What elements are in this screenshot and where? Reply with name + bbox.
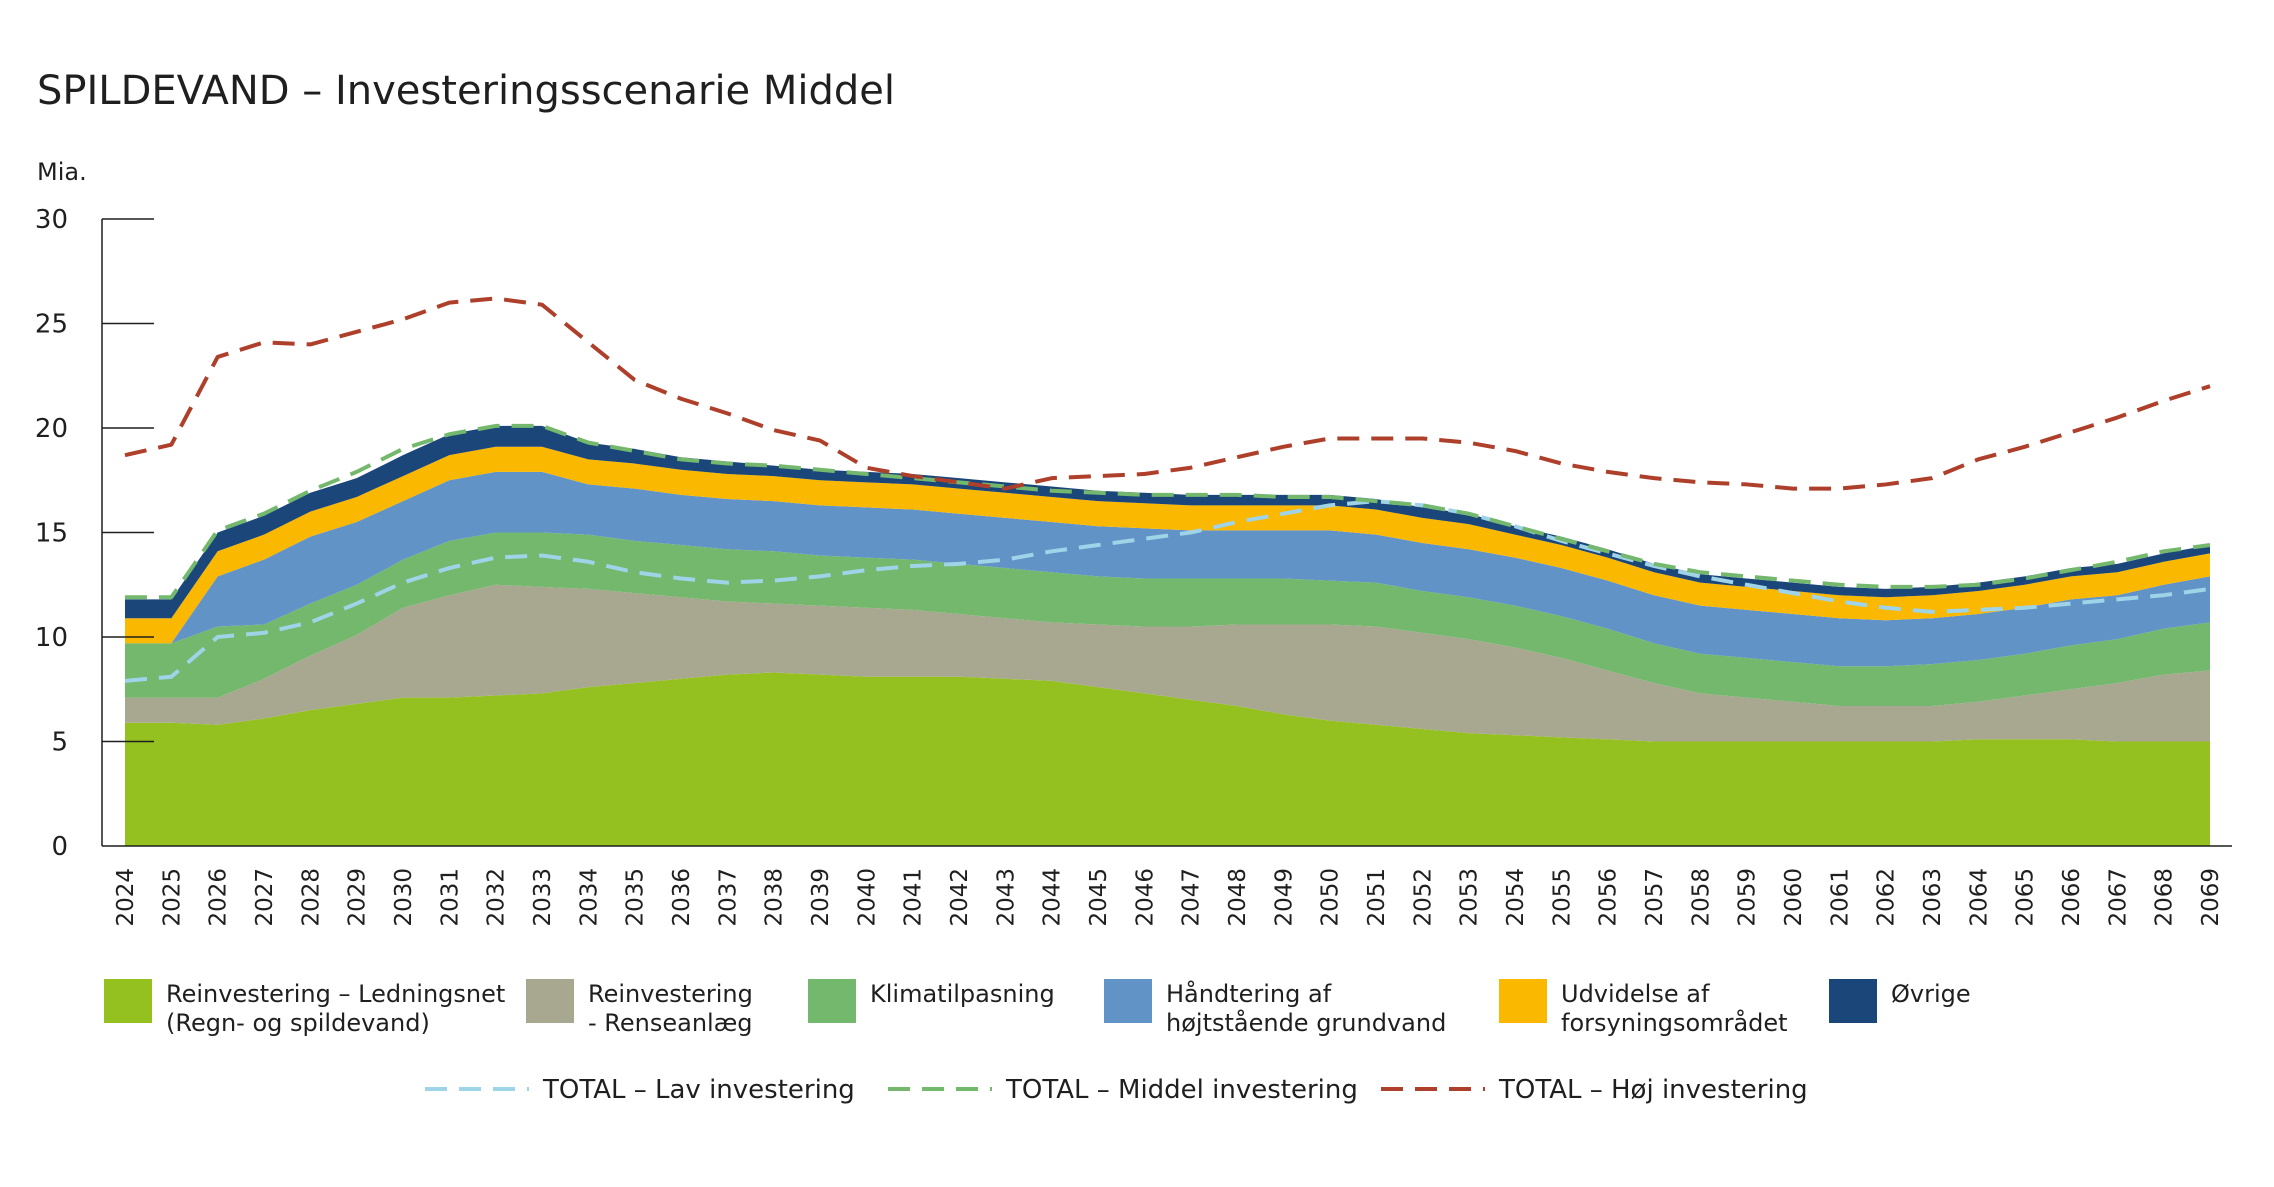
x-tick-label: 2063	[1920, 868, 1946, 927]
x-tick-label: 2059	[1735, 868, 1761, 927]
total-lines	[124, 296, 2211, 683]
y-ticks: 0 5 10 15 20 25 30	[35, 205, 154, 862]
legend-swatch-4	[1499, 979, 1547, 1023]
total-line-2	[124, 296, 2211, 491]
area-series-4	[125, 446, 2210, 644]
x-tick-label: 2032	[484, 868, 510, 927]
x-tick-label: 2025	[159, 868, 185, 927]
legend-label-4: Udvidelse af forsyningsområdet	[1561, 980, 1788, 1037]
y-tick-label: 20	[35, 414, 68, 444]
total-line-1	[125, 423, 2211, 600]
x-tick-label: 2056	[1596, 868, 1622, 927]
x-tick-label: 2035	[623, 868, 649, 927]
x-tick-label: 2057	[1642, 868, 1668, 927]
legend-line-label-1: TOTAL – Middel investering	[1005, 1075, 1358, 1105]
x-tick-label: 2060	[1781, 868, 1807, 927]
legend-swatch-3	[1104, 979, 1152, 1023]
y-tick-label: 25	[35, 310, 68, 340]
x-tick-label: 2067	[2105, 868, 2131, 927]
x-tick-label: 2050	[1318, 868, 1344, 927]
y-tick-label: 15	[35, 519, 68, 549]
legend: Reinvestering – Ledningsnet (Regn- og spi…	[104, 979, 1971, 1105]
legend-swatch-5	[1829, 979, 1877, 1023]
legend-swatch-0	[104, 979, 152, 1023]
total-line-0	[124, 499, 2211, 683]
area-series-2	[125, 532, 2210, 706]
legend-line-label-2: TOTAL – Høj investering	[1498, 1075, 1808, 1105]
x-tick-label: 2024	[113, 868, 139, 927]
x-tick-label: 2026	[206, 868, 232, 927]
x-tick-label: 2054	[1503, 868, 1529, 927]
x-tick-label: 2053	[1457, 868, 1483, 927]
stacked-areas	[125, 425, 2210, 846]
x-tick-label: 2033	[530, 868, 556, 927]
x-tick-label: 2047	[1179, 868, 1205, 927]
y-tick-label: 10	[35, 623, 68, 653]
x-tick-label: 2041	[901, 868, 927, 927]
legend-label-0: Reinvestering – Ledningsnet (Regn- og spi…	[166, 980, 505, 1037]
legend-label-2: Klimatilpasning	[870, 980, 1055, 1008]
chart-title: SPILDEVAND – Investeringsscenarie Middel	[37, 68, 895, 114]
x-tick-label: 2068	[2152, 868, 2178, 927]
x-tick-label: 2049	[1271, 868, 1297, 927]
x-tick-label: 2055	[1549, 868, 1575, 927]
x-tick-label: 2051	[1364, 868, 1390, 927]
x-tick-label: 2038	[762, 868, 788, 927]
x-tick-label: 2044	[1040, 868, 1066, 927]
x-tick-label: 2037	[715, 868, 741, 927]
x-tick-label: 2029	[345, 868, 371, 927]
area-series-0	[125, 672, 2210, 846]
x-tick-label: 2045	[1086, 868, 1112, 927]
x-tick-label: 2048	[1225, 868, 1251, 927]
x-tick-label: 2062	[1874, 868, 1900, 927]
x-tick-label: 2027	[252, 868, 278, 927]
y-tick-label: 5	[51, 728, 68, 758]
x-tick-label: 2042	[947, 868, 973, 927]
area-series-3	[125, 471, 2210, 667]
legend-swatch-1	[526, 979, 574, 1023]
x-tick-label: 2030	[391, 868, 417, 927]
x-tick-label: 2069	[2198, 868, 2224, 927]
legend-label-5: Øvrige	[1891, 980, 1971, 1008]
y-axis-unit-label: Mia.	[37, 158, 87, 186]
legend-line-label-0: TOTAL – Lav investering	[542, 1075, 855, 1105]
x-tick-label: 2064	[1966, 868, 1992, 927]
x-tick-label: 2058	[1688, 868, 1714, 927]
x-tick-label: 2040	[854, 868, 880, 927]
y-tick-label: 0	[51, 832, 68, 862]
legend-swatch-2	[808, 979, 856, 1023]
x-tick-label: 2065	[2013, 868, 2039, 927]
x-tick-label: 2052	[1410, 868, 1436, 927]
x-tick-label: 2036	[669, 868, 695, 927]
x-tick-label: 2061	[1827, 868, 1853, 927]
x-tick-label: 2066	[2059, 868, 2085, 927]
legend-label-3: Håndtering af højtstående grundvand	[1166, 979, 1446, 1037]
x-ticks: 2024 2025 2026 2027 2028 2029 2030 2031 2032 2033…	[113, 868, 2224, 927]
legend-label-1: Reinvestering - Renseanlæg	[588, 980, 753, 1037]
area-series-1	[125, 584, 2210, 742]
x-tick-label: 2043	[993, 868, 1019, 927]
x-tick-label: 2039	[808, 868, 834, 927]
x-tick-label: 2031	[437, 868, 463, 927]
x-tick-label: 2034	[576, 868, 602, 927]
x-tick-label: 2028	[298, 868, 324, 927]
x-tick-label: 2046	[1132, 868, 1158, 927]
y-tick-label: 30	[35, 205, 68, 235]
